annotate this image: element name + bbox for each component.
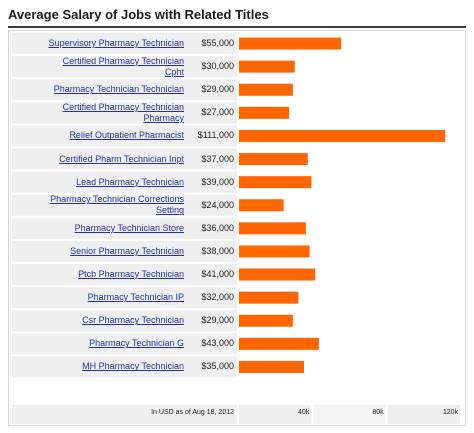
row-background bbox=[12, 264, 237, 286]
row-background bbox=[12, 79, 237, 101]
salary-bar bbox=[239, 245, 310, 258]
job-title-line: Certified Pharm Technician Inpt bbox=[59, 153, 184, 164]
salary-bar bbox=[239, 314, 293, 327]
job-title-line: Ptcb Pharmacy Technician bbox=[78, 269, 184, 280]
job-title-line: Pharmacy Technician G bbox=[89, 338, 184, 349]
salary-value: $30,000 bbox=[201, 61, 234, 72]
job-title-link[interactable]: Ptcb Pharmacy Technician bbox=[12, 269, 184, 280]
salary-bar bbox=[239, 129, 446, 142]
job-title-line: Pharmacy bbox=[143, 112, 184, 123]
job-title-link[interactable]: Pharmacy Technician Technician bbox=[12, 84, 184, 95]
job-title-line: Relief Outpatient Pharmacist bbox=[69, 130, 184, 141]
salary-value: $27,000 bbox=[201, 107, 234, 118]
salary-value: $35,000 bbox=[201, 361, 234, 372]
salary-value: $24,000 bbox=[201, 199, 234, 210]
job-title-link[interactable]: Pharmacy Technician IP bbox=[12, 292, 184, 303]
currency-note: In USD as of Aug 18, 2012 bbox=[151, 409, 234, 416]
salary-bar bbox=[239, 199, 284, 212]
row-background bbox=[12, 171, 237, 193]
job-title-line: Certified Pharmacy Technician bbox=[62, 55, 184, 66]
salary-value: $55,000 bbox=[201, 38, 234, 49]
row-background bbox=[12, 102, 237, 124]
job-title-line: Lead Pharmacy Technician bbox=[76, 176, 184, 187]
job-title-link[interactable]: MH Pharmacy Technician bbox=[12, 361, 184, 372]
axis-band bbox=[313, 405, 386, 424]
x-tick-label: 40k bbox=[298, 409, 310, 416]
row-background bbox=[12, 194, 237, 216]
salary-bar bbox=[239, 153, 308, 166]
salary-bar bbox=[239, 176, 312, 189]
job-title-line: Pharmacy Technician Corrections bbox=[50, 194, 184, 205]
plot-row-background bbox=[239, 79, 462, 101]
job-title-link[interactable]: Supervisory Pharmacy Technician bbox=[12, 38, 184, 49]
job-title-link[interactable]: Csr Pharmacy Technician bbox=[12, 315, 184, 326]
axis-band bbox=[387, 405, 460, 424]
row-background bbox=[12, 33, 237, 55]
job-title-link[interactable]: Senior Pharmacy Technician bbox=[12, 246, 184, 257]
salary-bar bbox=[239, 337, 319, 350]
row-background bbox=[12, 240, 237, 262]
row-background bbox=[12, 356, 237, 378]
row-background bbox=[12, 125, 237, 147]
title-divider bbox=[8, 26, 466, 28]
job-title-link[interactable]: Pharmacy Technician G bbox=[12, 338, 184, 349]
salary-value: $38,000 bbox=[201, 245, 234, 256]
job-title-line: Setting bbox=[155, 205, 184, 216]
job-title-line: Pharmacy Technician IP bbox=[87, 292, 184, 303]
plot-row-background bbox=[239, 102, 462, 124]
salary-value: $41,000 bbox=[201, 269, 234, 280]
job-title-link[interactable]: Lead Pharmacy Technician bbox=[12, 177, 184, 188]
plot-row-background bbox=[239, 194, 462, 216]
plot-row-background bbox=[239, 310, 462, 332]
job-title-line: Cpht bbox=[164, 66, 184, 77]
row-background bbox=[12, 56, 237, 78]
salary-bar bbox=[239, 106, 290, 119]
salary-value: $36,000 bbox=[201, 222, 234, 233]
row-background bbox=[12, 333, 237, 355]
job-title-line: Senior Pharmacy Technician bbox=[70, 245, 184, 256]
salary-bar bbox=[239, 37, 342, 50]
job-title-line: Csr Pharmacy Technician bbox=[82, 315, 184, 326]
axis-note-background bbox=[12, 405, 237, 424]
job-title-link[interactable]: Relief Outpatient Pharmacist bbox=[12, 130, 184, 141]
job-title-line: Certified Pharmacy Technician bbox=[62, 101, 184, 112]
salary-value: $29,000 bbox=[201, 84, 234, 95]
chart-title: Average Salary of Jobs with Related Titl… bbox=[8, 7, 269, 22]
salary-bar bbox=[239, 291, 299, 304]
salary-bar bbox=[239, 222, 306, 235]
salary-value: $39,000 bbox=[201, 176, 234, 187]
job-title-link[interactable]: Certified Pharmacy Technician Pharmacy bbox=[12, 102, 184, 124]
job-title-line: Pharmacy Technician Store bbox=[74, 222, 184, 233]
job-title-line: Pharmacy Technician Technician bbox=[53, 84, 184, 95]
salary-bar bbox=[239, 268, 316, 281]
job-title-link[interactable]: Pharmacy Technician Store bbox=[12, 223, 184, 234]
salary-bar bbox=[239, 60, 295, 73]
job-title-link[interactable]: Certified Pharm Technician Inpt bbox=[12, 154, 184, 165]
row-background bbox=[12, 287, 237, 309]
job-title-line: MH Pharmacy Technician bbox=[82, 361, 184, 372]
salary-bar bbox=[239, 360, 305, 373]
salary-value: $37,000 bbox=[201, 153, 234, 164]
x-tick-label: 120k bbox=[442, 409, 458, 416]
job-title-line: Supervisory Pharmacy Technician bbox=[48, 38, 184, 49]
salary-value: $111,000 bbox=[197, 130, 234, 141]
job-title-link[interactable]: Pharmacy Technician Corrections Setting bbox=[12, 194, 184, 216]
salary-value: $29,000 bbox=[201, 315, 234, 326]
row-background bbox=[12, 148, 237, 170]
axis-band bbox=[239, 405, 312, 424]
job-title-link[interactable]: Certified Pharmacy Technician Cpht bbox=[12, 56, 184, 78]
x-tick-label: 80k bbox=[372, 409, 384, 416]
row-background bbox=[12, 217, 237, 239]
salary-value: $43,000 bbox=[201, 338, 234, 349]
salary-value: $32,000 bbox=[201, 292, 234, 303]
row-background bbox=[12, 310, 237, 332]
salary-bar bbox=[239, 83, 293, 96]
